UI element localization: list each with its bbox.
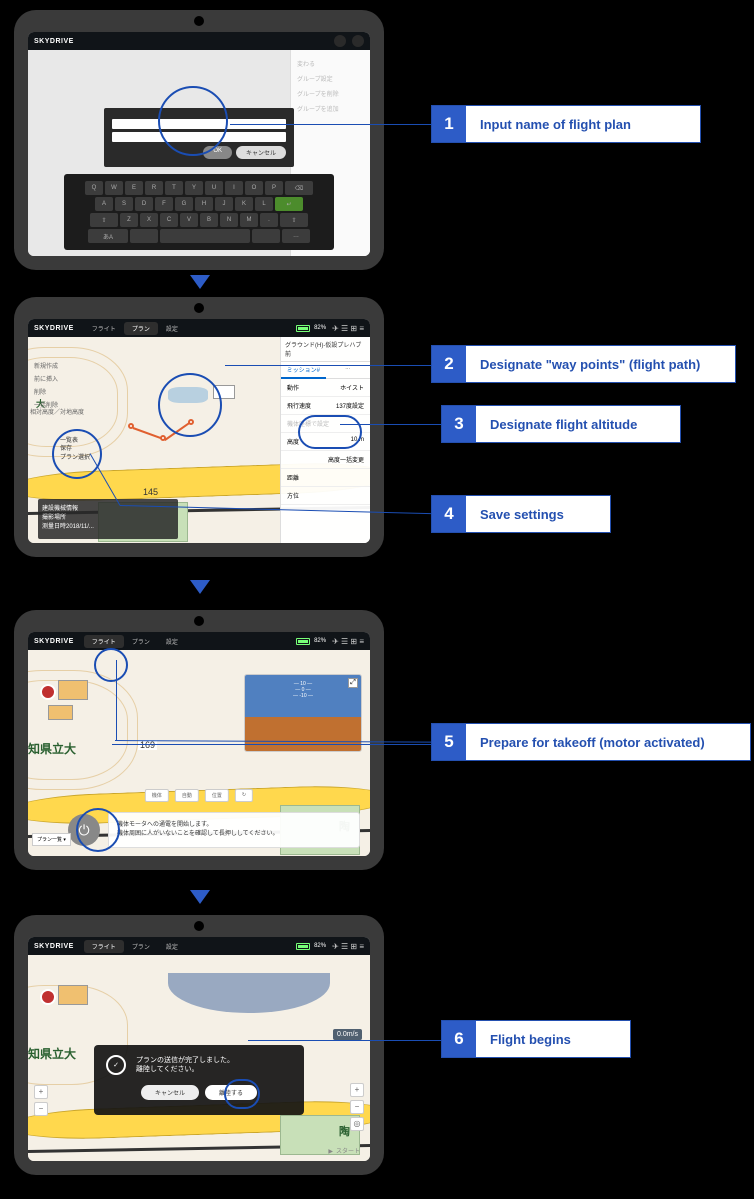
leader-1 (230, 124, 431, 125)
signal-icons: ✈ ☰ ⊞ ≡ (332, 637, 364, 646)
arrow-down-icon (190, 275, 210, 289)
aircraft-icon (40, 989, 56, 1005)
zoom-out-icon[interactable]: − (34, 1102, 48, 1116)
battery-icon (296, 943, 310, 950)
step-1: 1Input name of flight plan (431, 105, 701, 143)
step-2: 2Designate "way points" (flight path) (431, 345, 736, 383)
zoom-in-icon[interactable]: + (34, 1085, 48, 1099)
battery-icon (296, 638, 310, 645)
callout-power (76, 808, 120, 852)
leader-2 (225, 365, 431, 366)
motor-message: 機体モータへの通電を開始します。 機体周囲に人がいないことを確認して長押ししてく… (108, 812, 360, 848)
step-4: 4Save settings (431, 495, 611, 533)
flight-controls: 機体 自動 位置 ↻ (145, 789, 253, 802)
arrow-down-icon (190, 890, 210, 904)
header-3: SKYDRIVE フライト プラン 設定 82% ✈ ☰ ⊞ ≡ (28, 632, 370, 650)
tab-plan[interactable]: プラン (124, 322, 158, 335)
zoom-in-icon[interactable]: + (350, 1083, 364, 1097)
takeoff-dialog: ✓ プランの送信が完了しました。 離陸してください。 キャンセル 離陸する (94, 1045, 304, 1115)
tab-flight[interactable]: フライト (84, 322, 124, 335)
leader-6 (248, 1040, 442, 1041)
step-6: 6Flight begins (441, 1020, 631, 1058)
tab-settings[interactable]: 設定 (158, 940, 186, 953)
header-2: SKYDRIVE フライト プラン 設定 82% ✈ ☰ ⊞ ≡ (28, 319, 370, 337)
callout-takeoff (224, 1079, 260, 1109)
signal-icons: ✈ ☰ ⊞ ≡ (332, 942, 364, 951)
screen-1: SKYDRIVE 変わる グループ設定 グループを削除 グループを追加 OK (28, 32, 370, 256)
plan-list-button[interactable]: プラン一覧 ▾ (32, 833, 71, 846)
speed-indicator: 0.0m/s (333, 1029, 362, 1040)
map-4[interactable]: 知県立大 陶 0.0m/s + − ◎ + − ✓ プランの送信が完了しました。… (28, 955, 370, 1161)
edit-tools: 新規作成 前に挿入 削除 一括削除 (30, 359, 62, 411)
tab-flight[interactable]: フライト (84, 635, 124, 648)
expand-icon[interactable]: ⤢ (348, 678, 358, 688)
screen-4: SKYDRIVE フライト プラン 設定 82% ✈ ☰ ⊞ ≡ 知県立大 陶 (28, 937, 370, 1161)
waypoint-1[interactable] (128, 423, 134, 429)
brand-logo: SKYDRIVE (34, 38, 74, 45)
header-1: SKYDRIVE (28, 32, 370, 50)
tab-plan[interactable]: プラン (124, 940, 158, 953)
tab-settings[interactable]: 設定 (158, 635, 186, 648)
tab-plan[interactable]: プラン (124, 635, 158, 648)
start-button[interactable]: スタート (328, 1146, 360, 1155)
tablet-step1: SKYDRIVE 変わる グループ設定 グループを削除 グループを追加 OK (14, 10, 384, 270)
leader-3 (340, 424, 441, 425)
settings-icon[interactable] (334, 35, 346, 47)
step-3: 3Designate flight altitude (441, 405, 681, 443)
zoom-out-icon[interactable]: − (350, 1100, 364, 1114)
tablet-step2: SKYDRIVE フライト プラン 設定 82% ✈ ☰ ⊞ ≡ 大 (14, 297, 384, 557)
callout-altitude (298, 415, 362, 449)
check-icon: ✓ (106, 1055, 126, 1075)
signal-icons: ✈ ☰ ⊞ ≡ (332, 324, 364, 333)
tab-settings[interactable]: 設定 (158, 322, 186, 335)
callout-waypoints (158, 373, 222, 437)
leader-5v (116, 660, 117, 740)
menu-icon[interactable] (352, 35, 364, 47)
cancel-button[interactable]: キャンセル (236, 146, 286, 159)
onscreen-keyboard[interactable]: QWERTYUIOP⌫ ASDFGHJKL↵ ⇧ZXCVBNM.⇧ あA… (64, 174, 334, 250)
step-5: 5Prepare for takeoff (motor activated) (431, 723, 751, 761)
aircraft-icon (40, 684, 56, 700)
leader-5b (112, 744, 431, 745)
tablet-step4: SKYDRIVE フライト プラン 設定 82% ✈ ☰ ⊞ ≡ 知県立大 陶 (14, 915, 384, 1175)
battery-icon (296, 325, 310, 332)
callout-circle-1 (158, 86, 228, 156)
waypoint-2[interactable] (160, 435, 166, 441)
callout-flighttab (94, 648, 128, 682)
cancel-button[interactable]: キャンセル (141, 1085, 199, 1100)
header-4: SKYDRIVE フライト プラン 設定 82% ✈ ☰ ⊞ ≡ (28, 937, 370, 955)
locate-icon[interactable]: ◎ (350, 1117, 364, 1131)
arrow-down-icon (190, 580, 210, 594)
tab-flight[interactable]: フライト (84, 940, 124, 953)
zoom-controls: + − ◎ (350, 1083, 364, 1131)
